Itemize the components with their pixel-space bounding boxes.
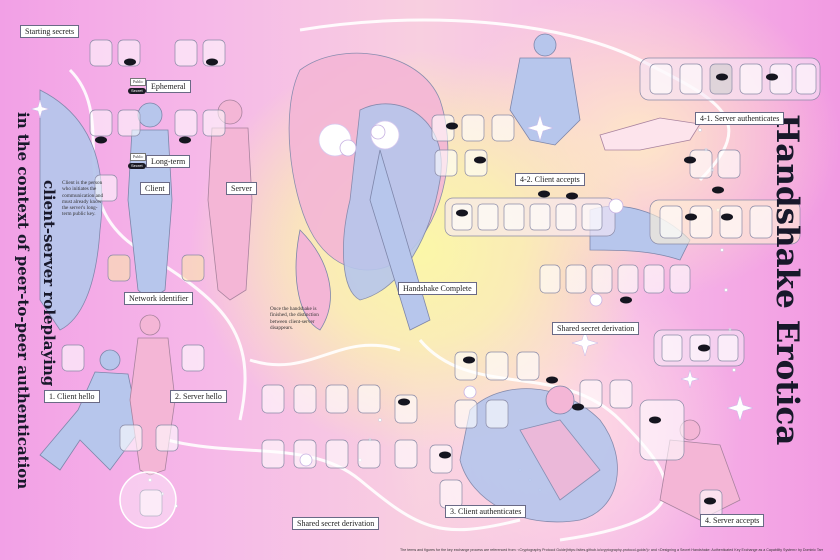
label-server: Server [226, 182, 257, 195]
label-handshake-complete: Handshake Complete [398, 282, 477, 295]
label-long-term: Long-term [146, 155, 191, 168]
subtitle-line-1: client-server roleplaying [40, 180, 58, 387]
label-client-accepts: 4-2. Client accepts [515, 173, 585, 186]
label-shared-secret-derivation-right: Shared secret derivation [552, 322, 640, 335]
poster-title: Handshake Erotica [769, 114, 805, 446]
label-client-authenticates: 3. Client authenticates [445, 505, 527, 518]
jar-row-server-auth [639, 57, 821, 245]
tag-secret-ephemeral: Secret [128, 88, 146, 94]
tag-public-ephemeral: Public [130, 78, 147, 86]
subtitle-line-2: in the context of peer-to-peer authentic… [14, 112, 32, 490]
portal-circle [119, 471, 177, 529]
starburst-icons [299, 124, 624, 467]
sparkle-icons [30, 99, 754, 422]
jar-row-client-accepts [431, 114, 616, 237]
server-figure [207, 99, 253, 301]
label-client: Client [140, 182, 170, 195]
jar-cluster-hello [61, 344, 205, 517]
reaching-hand [599, 117, 701, 151]
label-network-identifier: Network identifier [124, 292, 194, 305]
label-starting-secrets: Starting secrets [20, 25, 80, 38]
tag-secret-long-term: Secret [128, 163, 146, 169]
label-server-accepts: 4. Server accepts [700, 514, 765, 527]
label-server-hello: 2. Server hello [170, 390, 227, 403]
footer-credit: The terms and figures for the key exchan… [400, 548, 824, 552]
jar-cluster-starting-secrets [89, 39, 226, 282]
top-right-figure [509, 33, 581, 146]
label-server-authenticates: 4-1. Server authenticates [695, 112, 785, 125]
label-ephemeral: Ephemeral [146, 80, 191, 93]
note-after-handshake: Once the handshake is finished, the dist… [270, 306, 319, 331]
jar-row-shared-secret-right [539, 264, 745, 367]
jar-row-shared-secret-bottom [261, 384, 418, 469]
seated-figure-left [39, 349, 141, 471]
note-client-definition: Client is the person who initiates the c… [62, 180, 104, 218]
tag-public-long-term: Public [130, 153, 147, 161]
key-badge-icons [95, 58, 778, 505]
label-client-hello: 1. Client hello [44, 390, 100, 403]
large-left-figure [39, 89, 103, 331]
label-shared-secret-derivation-bottom: Shared secret derivation [292, 517, 380, 530]
client-figure [127, 102, 173, 301]
